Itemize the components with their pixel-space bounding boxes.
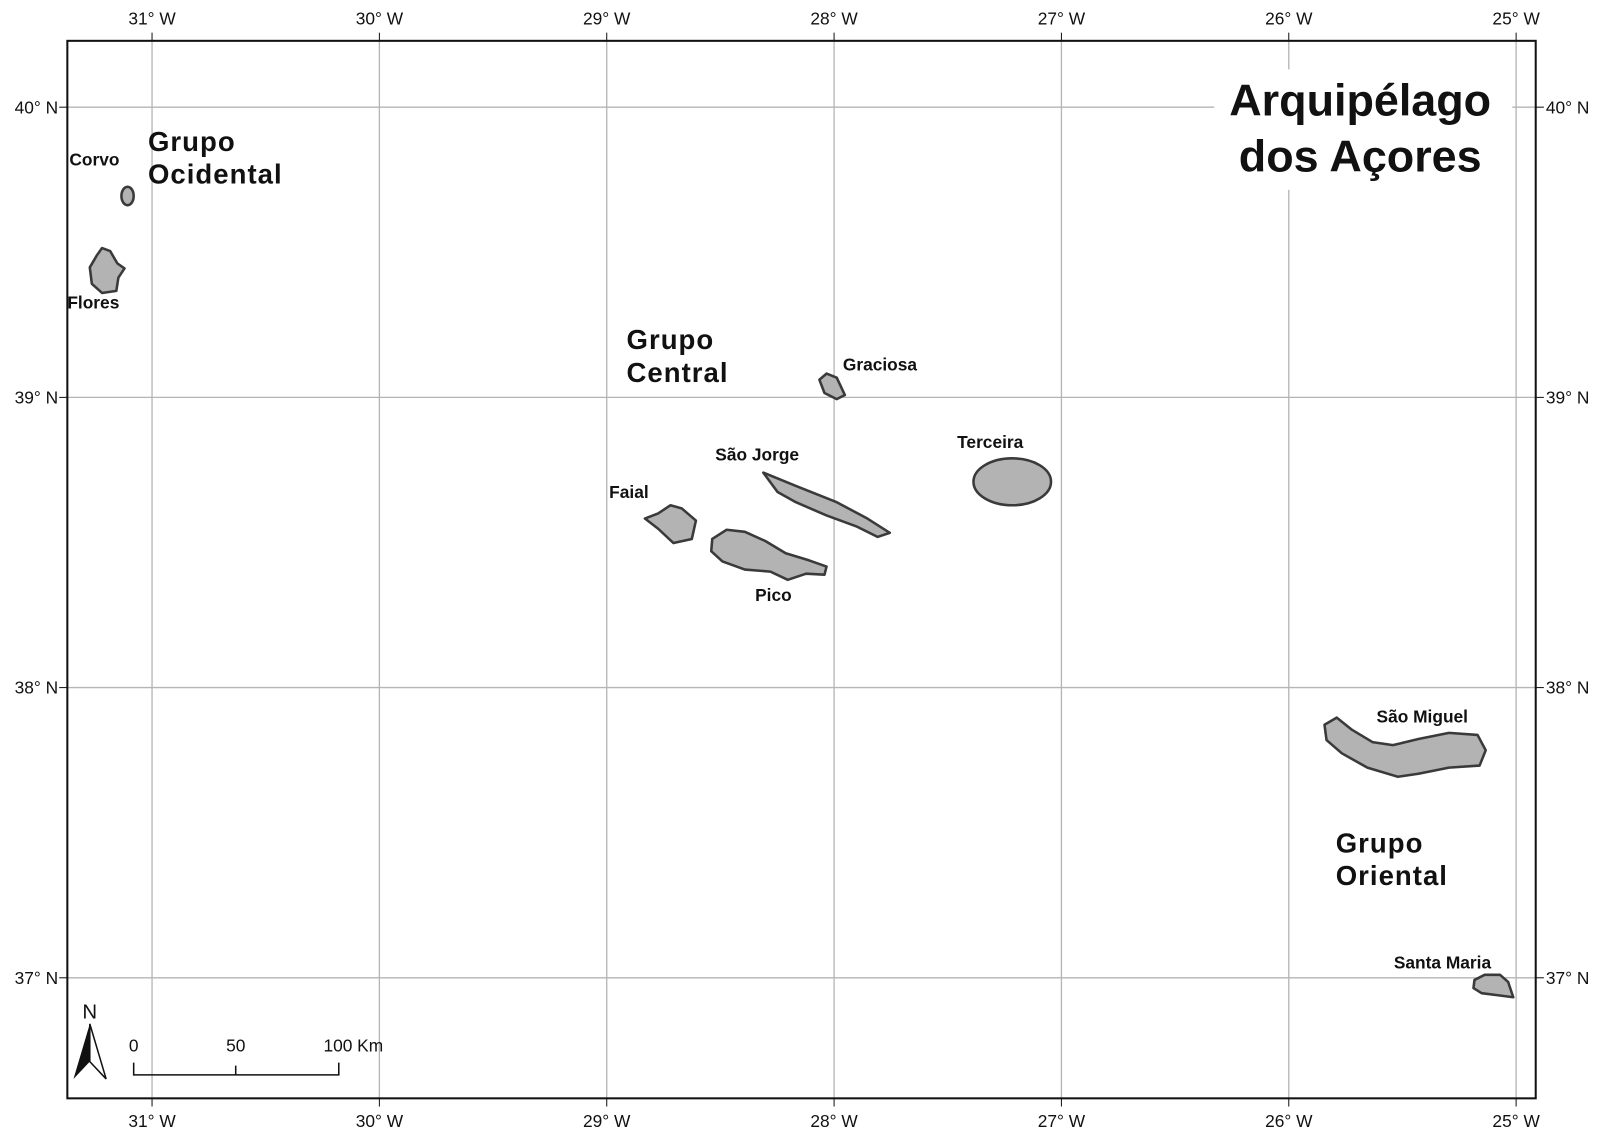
- island: [818, 372, 847, 401]
- longitude-label: 30° W: [356, 1111, 404, 1131]
- longitude-label: 29° W: [583, 8, 631, 28]
- scale-label: 100 Km: [323, 1035, 383, 1055]
- group-label: Ocidental: [148, 159, 283, 190]
- latitude-label: 37° N: [15, 968, 59, 988]
- island: [1472, 973, 1515, 999]
- scale-label: 50: [226, 1035, 245, 1055]
- longitude-label: 29° W: [583, 1111, 631, 1131]
- island-label: Santa Maria: [1394, 953, 1492, 973]
- longitude-label: 31° W: [128, 1111, 176, 1131]
- latitude-label: 39° N: [15, 388, 59, 408]
- longitude-label: 27° W: [1038, 8, 1086, 28]
- map-frame: [66, 39, 1537, 1100]
- scale-label: 0: [129, 1035, 139, 1055]
- longitude-label: 30° W: [356, 8, 404, 28]
- title-line: Arquipélago: [1229, 74, 1491, 125]
- island: [88, 246, 126, 295]
- group-label: Oriental: [1336, 860, 1448, 891]
- longitude-label: 26° W: [1265, 8, 1313, 28]
- island: [709, 528, 828, 582]
- group-label: Central: [627, 357, 729, 388]
- longitude-label: 28° W: [810, 1111, 858, 1131]
- north-label: N: [82, 1002, 97, 1024]
- latitude-label: 39° N: [1546, 388, 1590, 408]
- group-label: Grupo: [148, 126, 236, 157]
- latitude-label: 38° N: [1546, 678, 1590, 698]
- island-label: São Miguel: [1377, 707, 1468, 727]
- title-line: dos Açores: [1239, 130, 1482, 181]
- latitude-label: 38° N: [15, 678, 59, 698]
- group-label: Grupo: [627, 324, 715, 355]
- island: [1323, 716, 1487, 779]
- longitude-label: 25° W: [1492, 1111, 1540, 1131]
- island: [643, 503, 698, 545]
- longitude-label: 25° W: [1492, 8, 1540, 28]
- island-label: Pico: [755, 585, 792, 605]
- longitude-label: 28° W: [810, 8, 858, 28]
- latitude-label: 40° N: [1546, 97, 1590, 117]
- island: [761, 471, 892, 539]
- title-background: [1214, 69, 1513, 190]
- island-label: São Jorge: [715, 444, 799, 464]
- north-arrow: [73, 1023, 90, 1079]
- latitude-label: 40° N: [15, 97, 59, 117]
- north-arrow: [89, 1023, 107, 1080]
- island: [972, 457, 1053, 507]
- island-label: Terceira: [957, 432, 1023, 452]
- group-label: Grupo: [1336, 827, 1424, 858]
- island-label: Flores: [67, 292, 119, 312]
- longitude-label: 27° W: [1038, 1111, 1086, 1131]
- island-label: Graciosa: [843, 355, 918, 375]
- longitude-label: 26° W: [1265, 1111, 1313, 1131]
- island: [120, 185, 135, 207]
- island-label: Faial: [609, 482, 648, 502]
- scale-bar: [132, 1062, 340, 1076]
- latitude-label: 37° N: [1546, 968, 1590, 988]
- longitude-label: 31° W: [128, 8, 176, 28]
- island-label: Corvo: [69, 149, 119, 169]
